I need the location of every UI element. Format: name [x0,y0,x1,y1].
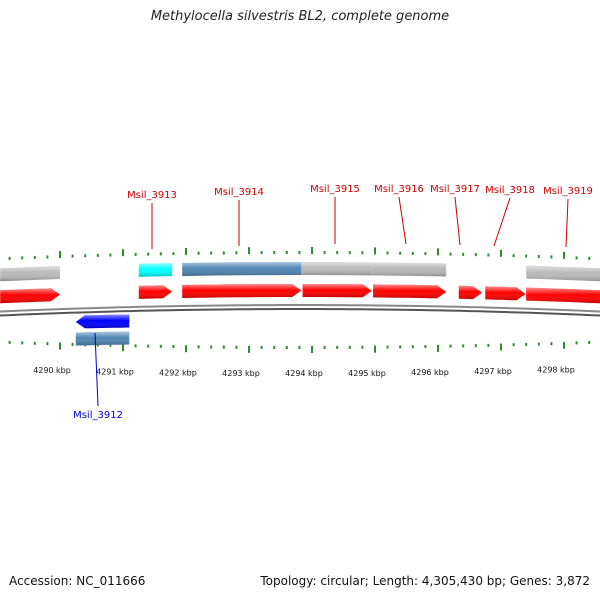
gene-label: Msil_3913 [127,190,177,201]
genome-title: Methylocella silvestris BL2, complete ge… [150,9,450,24]
gene-label: Msil_3917 [430,184,480,195]
ruler-label: 4290 kbp [33,366,71,375]
ruler-label: 4294 kbp [285,369,323,378]
feature-band-shade [75,331,130,346]
feature-band-shade [138,263,173,277]
gene-label-leader [454,196,461,246]
ruler-label: 4291 kbp [96,367,134,376]
gene-label: Msil_3914 [214,187,264,198]
genome-summary-text: Topology: circular; Length: 4,305,430 bp… [260,574,590,588]
feature-band-shade [182,262,302,276]
gene-label: Msil_3918 [485,185,535,196]
accession-text: Accession: NC_011666 [9,574,146,588]
ruler-label: 4292 kbp [159,368,197,377]
gene-arrow-shade [0,288,60,304]
backbone-line-inner [0,308,600,317]
gene-track [0,284,600,329]
gene-arrow-shade [138,285,173,299]
feature-band-shade [0,266,60,282]
coordinate-ruler: 4290 kbp 4291 kbp 4292 kbp 4293 kbp 4294 kbp… [33,366,575,378]
gene-label: Msil_3912 [73,410,123,421]
feature-band-shade [526,265,600,282]
gene-arrow-shade [458,285,483,300]
genome-backbone [0,304,600,317]
gene-label-leader [565,198,569,248]
ruler-label: 4298 kbp [537,366,575,375]
gene-arrow-shade [485,286,526,301]
feature-track [0,262,600,346]
gene-arrow-shade [302,284,372,298]
gene-arrow-shade [182,284,302,298]
backbone-line-outer [0,304,600,313]
gene-label-leader [94,332,99,407]
inner-tick-marks [8,340,591,353]
gene-label-leader [398,196,407,245]
feature-band-shade [301,262,372,276]
ruler-label: 4296 kbp [411,368,449,377]
gene-arrow-shade [75,314,130,329]
gene-arrow-shade [526,287,600,304]
gene-label: Msil_3915 [310,184,360,195]
ruler-label: 4295 kbp [348,369,386,378]
ruler-label: 4293 kbp [222,369,260,378]
gene-label: Msil_3919 [543,186,593,197]
gene-labels: Msil_3912 Msil_3913 Msil_3914 Msil_3915 Msil… [73,184,593,421]
gene-label: Msil_3916 [374,184,424,195]
feature-band-shade [371,262,447,277]
gene-label-leader [493,197,511,247]
gene-arrow-shade [373,284,447,299]
outer-tick-marks [8,247,591,260]
ruler-label: 4297 kbp [474,367,512,376]
